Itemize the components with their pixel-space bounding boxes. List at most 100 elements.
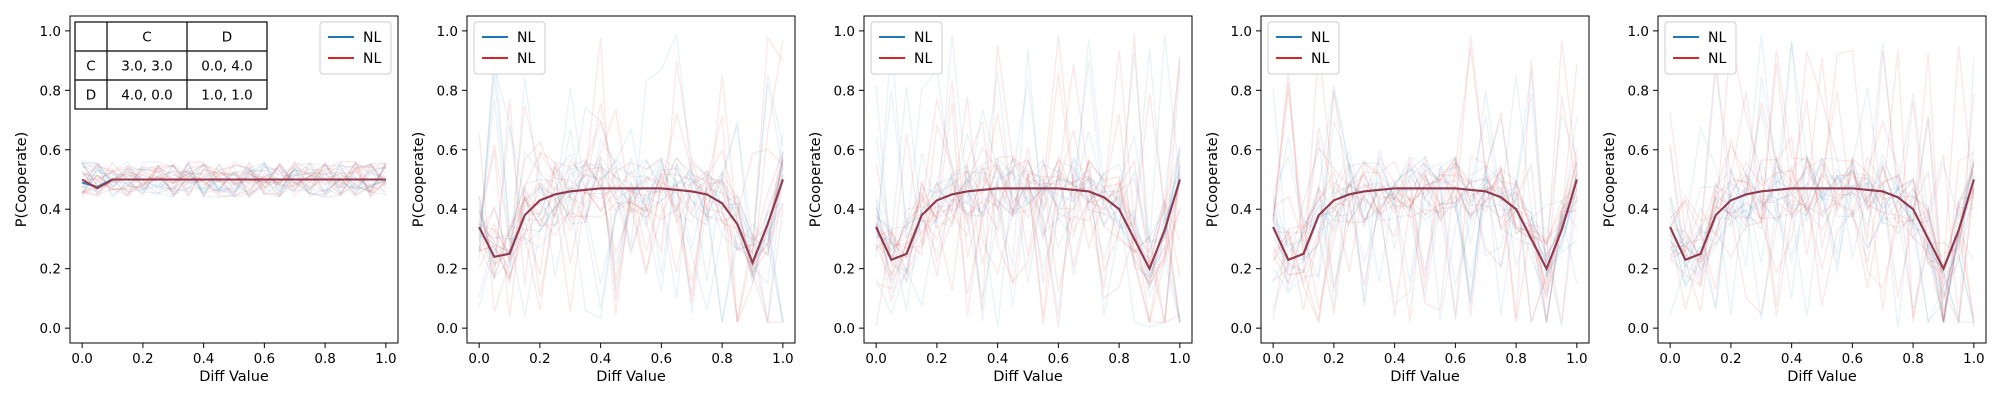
- y-tick-label: 0.2: [1231, 262, 1252, 278]
- background-trace: [1669, 34, 1975, 328]
- legend-label: NL: [1311, 30, 1329, 46]
- background-trace: [875, 52, 1181, 276]
- background-trace: [478, 102, 784, 323]
- background-trace: [1669, 161, 1975, 325]
- background-traces: [478, 33, 784, 323]
- background-trace: [875, 147, 1181, 324]
- y-tick-label: 1.0: [1628, 24, 1649, 40]
- x-tick-label: 0.8: [1505, 351, 1526, 367]
- background-trace: [81, 161, 387, 193]
- x-tick-label: 0.8: [1902, 351, 1923, 367]
- x-tick-label: 0.8: [1108, 351, 1129, 367]
- background-trace: [1669, 62, 1975, 318]
- x-tick-label: 0.4: [193, 351, 214, 367]
- background-trace: [478, 38, 784, 313]
- table-cell: 0.0, 4.0: [201, 59, 253, 75]
- y-tick-label: 0.0: [1231, 321, 1252, 337]
- background-trace: [81, 160, 387, 196]
- background-trace: [478, 144, 784, 323]
- plot-frame: [466, 15, 796, 344]
- background-trace: [1272, 148, 1578, 325]
- x-tick-label: 0.2: [132, 351, 153, 367]
- y-axis-label: P(Cooperate): [1205, 132, 1221, 228]
- background-trace: [478, 126, 784, 266]
- background-trace: [81, 162, 387, 198]
- background-trace: [1272, 146, 1578, 323]
- background-trace: [478, 49, 784, 323]
- background-trace: [1669, 154, 1975, 323]
- background-trace: [81, 161, 387, 197]
- y-tick-label: 0.8: [437, 83, 458, 99]
- legend-label: NL: [1708, 51, 1726, 67]
- background-trace: [1669, 41, 1975, 323]
- background-trace: [478, 39, 784, 304]
- chart-panel-1: 0.0 0.2 0.4 0.6 0.8 1.0 0.0 0.2 0.4 0.6 0.8 1.0 Diff…: [14, 15, 399, 385]
- background-trace: [478, 160, 784, 296]
- chart-panel-4: 0.0 0.2 0.4 0.6 0.8 1.0 0.0 0.2 0.4 0.6 0.8 1.0 Diff…: [1205, 15, 1590, 385]
- table-row-label: C: [86, 59, 95, 75]
- background-trace: [875, 35, 1181, 328]
- y-tick-label: 0.6: [40, 143, 61, 159]
- x-tick-label: 0.6: [1842, 351, 1863, 367]
- y-tick-label: 1.0: [834, 24, 855, 40]
- background-trace: [1272, 46, 1578, 323]
- y-tick-label: 0.2: [1628, 262, 1649, 278]
- background-trace: [1669, 168, 1975, 298]
- background-trace: [478, 66, 784, 323]
- x-tick-label: 1.0: [375, 351, 396, 367]
- background-trace: [478, 152, 784, 266]
- background-trace: [478, 33, 784, 323]
- background-trace: [1272, 59, 1578, 322]
- x-tick-label: 0.6: [651, 351, 672, 367]
- y-tick-label: 0.4: [40, 202, 61, 218]
- y-tick-label: 1.0: [1231, 24, 1252, 40]
- y-tick-label: 0.8: [40, 83, 61, 99]
- legend-box: [870, 21, 943, 75]
- background-trace: [81, 161, 386, 199]
- background-trace: [875, 37, 1181, 317]
- y-tick-label: 0.6: [1231, 143, 1252, 159]
- legend-label: NL: [517, 51, 535, 67]
- table-cell: 1.0, 1.0: [201, 88, 253, 104]
- background-trace: [1669, 58, 1975, 323]
- legend: NL NL: [870, 21, 943, 75]
- background-trace: [81, 160, 387, 198]
- background-trace: [875, 34, 1181, 327]
- background-trace: [1272, 137, 1578, 296]
- background-trace: [1669, 69, 1975, 274]
- background-trace: [1272, 74, 1578, 307]
- legend-label: NL: [363, 30, 381, 46]
- legend-label: NL: [363, 51, 381, 67]
- background-trace: [478, 105, 784, 323]
- y-tick-label: 0.2: [40, 262, 61, 278]
- x-tick-label: 1.0: [1566, 351, 1587, 367]
- background-trace: [1669, 49, 1975, 327]
- legend: NL NL: [1664, 21, 1737, 75]
- x-tick-label: 0.0: [71, 351, 92, 367]
- background-trace: [81, 160, 387, 197]
- background-trace: [1669, 100, 1975, 316]
- x-tick-label: 0.6: [1445, 351, 1466, 367]
- background-trace: [1669, 51, 1975, 300]
- background-trace: [478, 125, 784, 291]
- background-trace: [1669, 168, 1975, 323]
- background-trace: [1669, 155, 1975, 288]
- y-axis-label: P(Cooperate): [1602, 132, 1618, 228]
- y-tick-label: 1.0: [40, 24, 61, 40]
- background-trace: [1272, 116, 1578, 298]
- chart-panel-5: 0.0 0.2 0.4 0.6 0.8 1.0 0.0 0.2 0.4 0.6 0.8 1.0 Diff…: [1602, 15, 1987, 385]
- background-trace: [875, 61, 1181, 278]
- background-trace: [478, 137, 784, 310]
- x-tick-label: 0.4: [987, 351, 1008, 367]
- y-tick-label: 0.4: [1628, 202, 1649, 218]
- legend-box: [1267, 21, 1340, 75]
- background-trace: [1273, 156, 1578, 323]
- background-trace: [875, 114, 1181, 325]
- background-trace: [81, 163, 387, 194]
- payoff-table: C DC 3.0, 3.0 0.0, 4.0D 4.0, 0.0 1.0, 1.0: [74, 21, 268, 110]
- background-trace: [478, 132, 784, 292]
- background-trace: [478, 157, 784, 323]
- x-tick-label: 0.0: [1262, 351, 1283, 367]
- background-trace: [478, 97, 784, 300]
- y-tick-label: 0.4: [437, 202, 458, 218]
